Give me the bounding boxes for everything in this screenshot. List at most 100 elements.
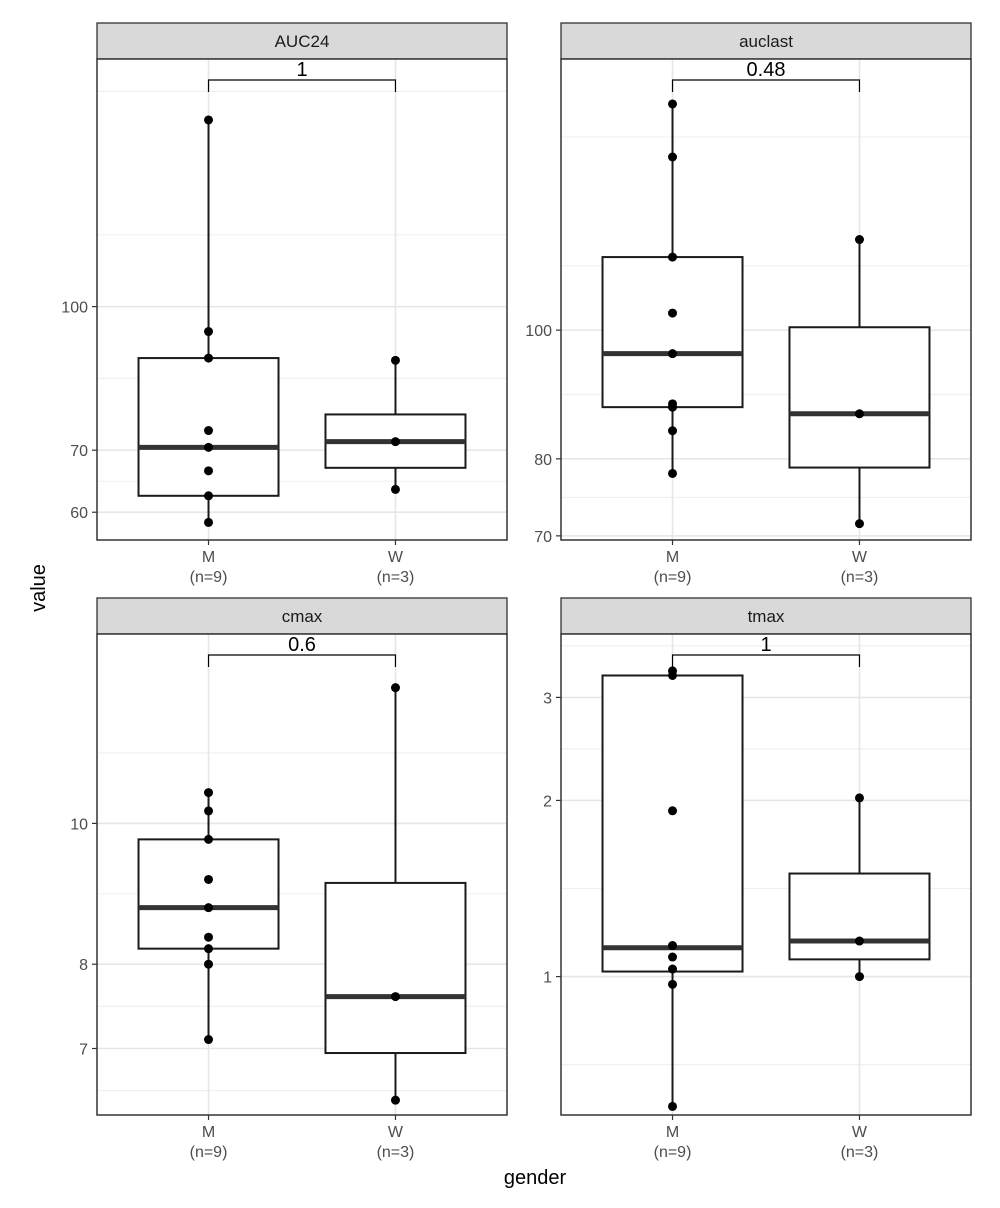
data-point xyxy=(390,1095,400,1105)
facet-title: cmax xyxy=(282,607,323,626)
data-point xyxy=(204,327,214,337)
data-point xyxy=(668,308,678,318)
data-point xyxy=(854,519,864,529)
box xyxy=(324,881,467,1055)
panel-border xyxy=(96,633,508,1116)
x-tick-count-label: (n=3) xyxy=(841,569,879,586)
data-point xyxy=(668,402,678,412)
x-tick-count-label: (n=9) xyxy=(190,569,228,586)
data-point xyxy=(854,793,864,803)
data-point xyxy=(204,115,214,125)
p-value-label: 1 xyxy=(760,634,771,656)
significance-bracket xyxy=(207,79,397,92)
box xyxy=(137,838,280,950)
facet-panels: AUC24 60 70 100 1 M (n=9) W (n=3) auclast 70 80 100 0… xyxy=(61,22,972,1161)
y-tick-label: 3 xyxy=(543,690,552,707)
data-point xyxy=(204,903,214,913)
data-point xyxy=(390,484,400,494)
y-tick-label: 60 xyxy=(70,505,88,522)
p-value-label: 0.48 xyxy=(747,59,786,81)
y-tick-label: 70 xyxy=(534,529,552,546)
data-point xyxy=(854,936,864,946)
data-point xyxy=(668,941,678,951)
x-tick-count-label: (n=9) xyxy=(654,1144,692,1161)
x-tick-label: W xyxy=(388,1124,404,1141)
x-tick-count-label: (n=9) xyxy=(190,1144,228,1161)
facet-panel: auclast 70 80 100 0.48 M (n=9) W (n=3) xyxy=(525,22,972,586)
data-point xyxy=(204,834,214,844)
data-point xyxy=(668,670,678,680)
data-point xyxy=(668,252,678,262)
data-point xyxy=(204,806,214,816)
x-tick-label: M xyxy=(202,549,215,566)
data-point xyxy=(204,944,214,954)
x-tick-count-label: (n=3) xyxy=(841,1144,879,1161)
facet-panel: tmax 1 2 3 1 M (n=9) W (n=3) xyxy=(543,597,972,1161)
x-axis-title: gender xyxy=(504,1167,567,1189)
significance-bracket xyxy=(671,654,861,667)
data-point xyxy=(204,491,214,501)
data-point xyxy=(668,468,678,478)
data-point xyxy=(204,932,214,942)
x-tick-count-label: (n=3) xyxy=(377,569,415,586)
data-point xyxy=(668,99,678,109)
box xyxy=(788,872,931,961)
panel-border xyxy=(560,58,972,541)
data-point xyxy=(204,959,214,969)
box xyxy=(788,326,931,469)
x-tick-label: W xyxy=(852,549,868,566)
data-point xyxy=(668,152,678,162)
facet-strip xyxy=(96,22,508,60)
y-tick-label: 2 xyxy=(543,793,552,810)
y-tick-label: 7 xyxy=(79,1042,88,1059)
panel-border xyxy=(560,633,972,1116)
data-point xyxy=(390,683,400,693)
data-point xyxy=(668,952,678,962)
facet-strip xyxy=(560,597,972,635)
y-tick-label: 70 xyxy=(70,443,88,460)
y-tick-label: 8 xyxy=(79,957,88,974)
y-tick-label: 1 xyxy=(543,970,552,987)
facet-strip xyxy=(560,22,972,60)
facet-title: auclast xyxy=(739,32,793,51)
data-point xyxy=(204,426,214,436)
y-tick-label: 100 xyxy=(61,300,88,317)
data-point xyxy=(668,979,678,989)
y-tick-label: 10 xyxy=(70,816,88,833)
y-tick-label: 80 xyxy=(534,452,552,469)
facet-panel: AUC24 60 70 100 1 M (n=9) W (n=3) xyxy=(61,22,508,586)
p-value-label: 0.6 xyxy=(288,634,316,656)
significance-bracket xyxy=(207,654,397,667)
y-axis-title: value xyxy=(28,564,50,612)
facet-title: tmax xyxy=(748,607,785,626)
data-point xyxy=(854,409,864,419)
data-point xyxy=(390,355,400,365)
data-point xyxy=(854,235,864,245)
data-point xyxy=(204,874,214,884)
x-tick-label: W xyxy=(388,549,404,566)
data-point xyxy=(668,349,678,359)
x-tick-count-label: (n=3) xyxy=(377,1144,415,1161)
data-point xyxy=(390,437,400,447)
p-value-label: 1 xyxy=(296,59,307,81)
data-point xyxy=(204,788,214,798)
data-point xyxy=(668,1101,678,1111)
data-point xyxy=(204,353,214,363)
facet-strip xyxy=(96,597,508,635)
data-point xyxy=(204,1035,214,1045)
x-tick-count-label: (n=9) xyxy=(654,569,692,586)
panel-border xyxy=(96,58,508,541)
x-tick-label: W xyxy=(852,1124,868,1141)
data-point xyxy=(854,972,864,982)
data-point xyxy=(668,426,678,436)
data-point xyxy=(204,466,214,476)
y-tick-label: 100 xyxy=(525,323,552,340)
box xyxy=(601,674,744,973)
x-tick-label: M xyxy=(202,1124,215,1141)
x-tick-label: M xyxy=(666,549,679,566)
data-point xyxy=(668,806,678,816)
significance-bracket xyxy=(671,79,861,92)
facet-title: AUC24 xyxy=(275,32,330,51)
data-point xyxy=(204,517,214,527)
